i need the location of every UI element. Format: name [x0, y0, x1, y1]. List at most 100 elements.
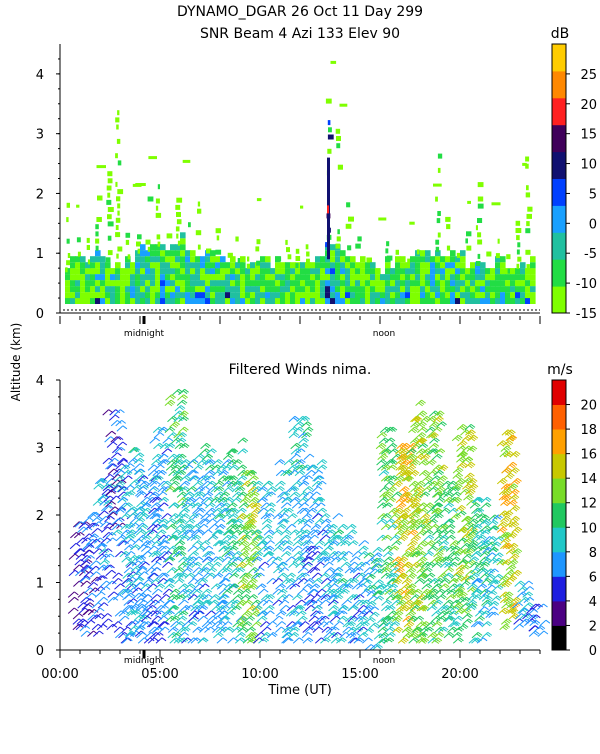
- wind-barb: [175, 541, 185, 547]
- snr-cell: [516, 221, 521, 226]
- snr-cell: [90, 280, 96, 286]
- snr-cell: [80, 262, 86, 268]
- snr-cell: [155, 256, 161, 262]
- snr-cell: [385, 280, 391, 286]
- wind-barb-flag: [160, 600, 164, 603]
- snr-cell: [476, 225, 478, 230]
- snr-cell: [385, 248, 388, 253]
- snr-cell: [415, 298, 421, 304]
- wind-barb-shaft: [238, 438, 244, 444]
- wind-barb-shaft: [111, 453, 117, 459]
- wind-barb: [102, 619, 112, 625]
- snr-cell: [477, 240, 482, 245]
- snr-cell: [290, 286, 296, 292]
- wind-barb-flag: [160, 465, 164, 468]
- snr-cell: [90, 262, 96, 268]
- snr-cell: [445, 298, 451, 304]
- wind-barb: [68, 592, 78, 598]
- snr-cell: [255, 286, 261, 292]
- snr-cell: [125, 262, 131, 268]
- snr-cell: [120, 274, 126, 280]
- snr-cell: [295, 274, 301, 280]
- wind-barb-shaft: [100, 560, 106, 566]
- wind-barb-flag: [204, 524, 208, 527]
- snr-cell: [205, 286, 211, 292]
- wind-barb: [166, 395, 176, 401]
- snr-cell: [480, 292, 486, 298]
- snr-cell: [400, 280, 406, 286]
- wind-barb-flag: [199, 573, 203, 576]
- wind-barb-shaft: [294, 551, 300, 557]
- snr-cell: [300, 286, 306, 292]
- wind-barb-flag: [157, 562, 161, 565]
- snr-cell: [220, 280, 226, 286]
- snr-cell: [366, 258, 372, 263]
- wind-barb: [98, 511, 108, 517]
- wind-barb: [237, 476, 247, 482]
- snr-cell: [87, 245, 90, 250]
- wind-barb: [200, 519, 210, 525]
- snr-cell: [210, 286, 216, 292]
- snr-cell: [410, 262, 416, 268]
- wind-barb-flag: [104, 603, 108, 606]
- wind-barb-shaft: [227, 524, 233, 530]
- wind-barb-flag: [185, 600, 189, 603]
- snr-cell: [355, 280, 361, 286]
- snr-cell: [205, 268, 211, 274]
- wind-barb-shaft: [168, 454, 174, 460]
- snr-cell: [425, 292, 431, 298]
- snr-cell: [255, 274, 261, 280]
- snr-cell: [190, 286, 196, 292]
- wind-barb-shaft: [252, 622, 258, 628]
- wind-barb: [262, 524, 272, 530]
- snr-cell: [530, 292, 536, 298]
- snr-cell: [130, 298, 136, 304]
- wind-barb-flag: [74, 608, 78, 611]
- snr-cell: [360, 298, 366, 304]
- snr-cell: [525, 286, 531, 292]
- snr-cell: [95, 231, 98, 236]
- snr-cell: [310, 262, 316, 268]
- snr-cell: [95, 280, 101, 286]
- snr-midnight-label: midnight: [124, 329, 165, 339]
- snr-cell: [270, 274, 276, 280]
- wind-barb: [248, 578, 258, 584]
- snr-cell: [485, 280, 491, 286]
- wind-barb: [111, 453, 121, 459]
- wind-barb-flag: [92, 593, 96, 596]
- snr-cell: [370, 298, 376, 304]
- snr-cell: [530, 298, 536, 304]
- figure-title-line2: SNR Beam 4 Azi 133 Elev 90: [200, 26, 400, 42]
- snr-cell: [300, 298, 306, 304]
- snr-cell: [450, 298, 456, 304]
- wind-barb: [275, 460, 285, 466]
- snr-cell: [350, 298, 356, 304]
- snr-cell: [205, 256, 211, 262]
- snr-cell: [435, 286, 441, 292]
- snr-cell: [265, 280, 271, 286]
- snr-cell: [100, 268, 106, 274]
- wind-barb-shaft: [261, 514, 267, 520]
- wind-barb-shaft: [175, 406, 181, 412]
- snr-cell: [500, 292, 506, 298]
- snr-cell: [180, 262, 186, 268]
- snr-cell: [445, 256, 451, 262]
- wind-barb-flag: [162, 557, 166, 560]
- snr-cell: [235, 237, 238, 242]
- snr-cell: [256, 261, 260, 266]
- snr-cell: [200, 256, 206, 262]
- snr-cell: [395, 286, 401, 292]
- wind-barb-shaft: [193, 465, 199, 471]
- wind-barb-shaft: [142, 551, 148, 557]
- wind-barb-shaft: [115, 584, 121, 590]
- snr-cell: [150, 292, 156, 298]
- snr-cell: [230, 286, 236, 292]
- snr-cell: [310, 274, 316, 280]
- snr-cell: [290, 274, 296, 280]
- snr-cell: [455, 280, 461, 286]
- wind-barb-shaft: [202, 589, 208, 595]
- snr-cell: [105, 268, 111, 274]
- wind-barb-shaft: [144, 578, 150, 584]
- wind-barb-shaft: [157, 524, 163, 530]
- wind-barb-shaft: [98, 597, 104, 603]
